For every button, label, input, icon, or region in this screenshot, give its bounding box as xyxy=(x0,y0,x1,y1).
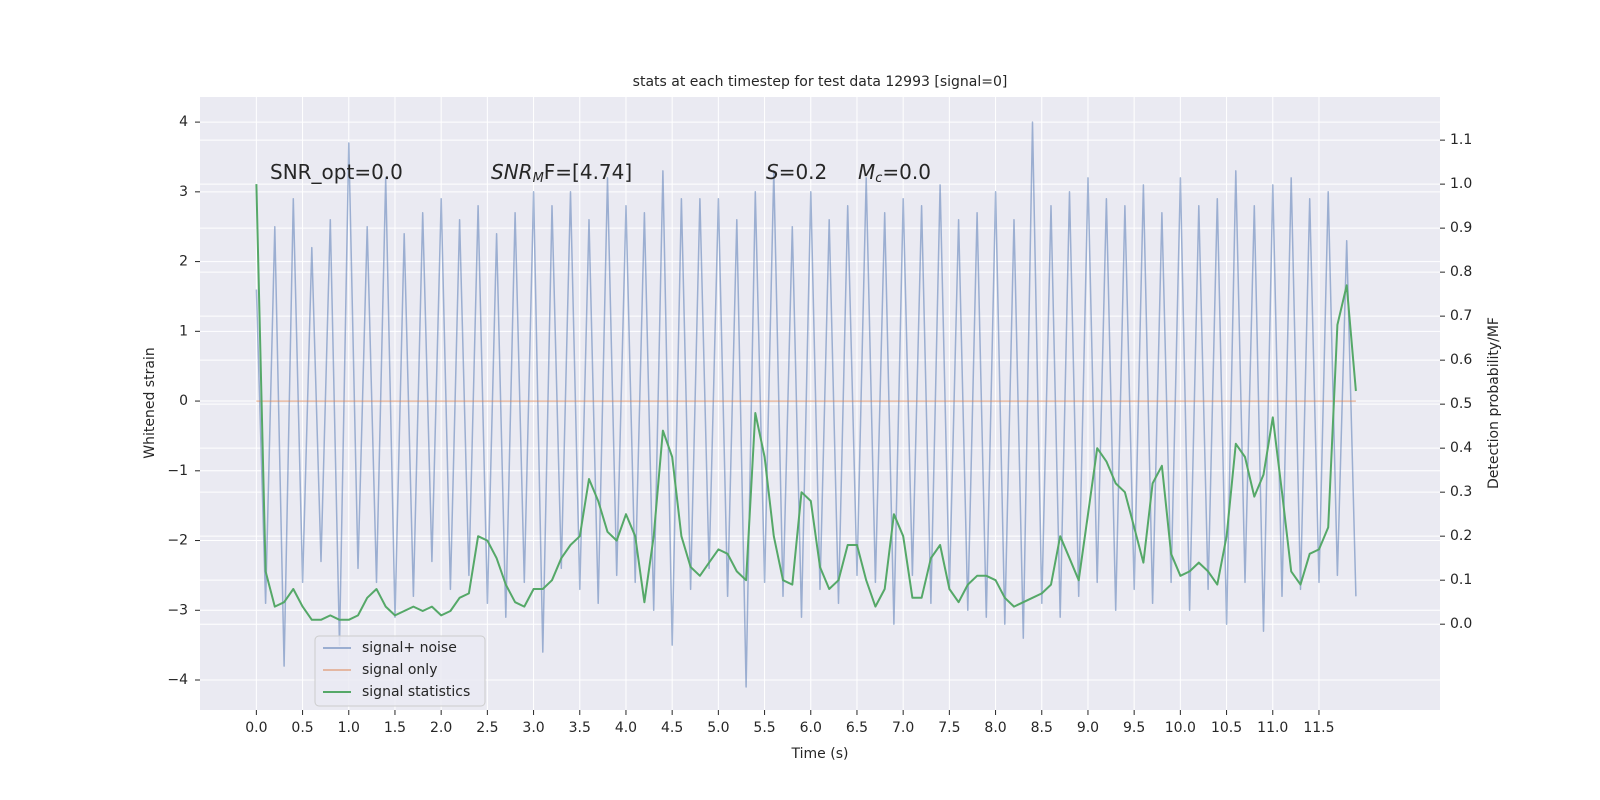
annotations: SNR_opt=0.0 SNRMF=[4.74] S=0.2 Mc=0.0 xyxy=(270,160,931,186)
annotation: Mc=0.0 xyxy=(858,160,931,186)
legend: signal+ noise signal only signal statistic… xyxy=(314,635,486,707)
annotation-sub: M xyxy=(533,171,544,186)
x-tick-label: 5.5 xyxy=(753,720,775,736)
y2-tick-label: 0.0 xyxy=(1450,616,1472,632)
y2-tick-label: 0.2 xyxy=(1450,528,1472,544)
line-series xyxy=(255,184,1357,621)
y-tick-label: 0 xyxy=(179,393,188,409)
y-tick-label: 2 xyxy=(179,254,188,270)
annotation-rest: F=[4.74] xyxy=(544,160,632,184)
y-tick-label: −3 xyxy=(167,602,188,618)
y-tick-label: −4 xyxy=(167,672,188,688)
x-tick-label: 7.5 xyxy=(938,720,960,736)
y-tick-label: 4 xyxy=(179,114,188,130)
x-tick-label: 6.0 xyxy=(800,720,822,736)
x-tick-label: 3.5 xyxy=(569,720,591,736)
annotation-main: S xyxy=(766,160,779,184)
legend-label: signal statistics xyxy=(362,684,470,700)
x-tick-label: 1.0 xyxy=(338,720,360,736)
x-tick-label: 6.5 xyxy=(846,720,868,736)
x-tick-label: 8.0 xyxy=(984,720,1006,736)
x-tick-label: 11.5 xyxy=(1303,720,1334,736)
y2-tick-label: 0.9 xyxy=(1450,220,1472,236)
y-tick-label: −2 xyxy=(167,533,188,549)
y2-tick-label: 1.0 xyxy=(1450,176,1472,192)
y2-tick-label: 0.6 xyxy=(1450,352,1472,368)
annotation-main: SNR xyxy=(491,160,533,184)
legend-label: signal+ noise xyxy=(362,640,457,656)
annotation: SNRMF=[4.74] xyxy=(491,160,632,186)
x-tick-label: 8.5 xyxy=(1031,720,1053,736)
legend-box xyxy=(314,635,486,707)
x-tick-label: 9.0 xyxy=(1077,720,1099,736)
x-tick-label: 7.0 xyxy=(892,720,914,736)
x-axis-label: Time (s) xyxy=(791,746,849,762)
x-tick-label: 11.0 xyxy=(1257,720,1288,736)
marks xyxy=(255,121,1357,688)
line-series xyxy=(255,121,1357,688)
x-tick-label: 0.5 xyxy=(291,720,313,736)
x-tick-label: 9.5 xyxy=(1123,720,1145,736)
annotation-main: SNR_opt=0.0 xyxy=(270,160,403,184)
x-tick-label: 4.0 xyxy=(615,720,637,736)
y2-axis-label: Detection probability/MF xyxy=(1486,317,1502,489)
chart-title: stats at each timestep for test data 129… xyxy=(633,74,1008,90)
y-tick-label: 1 xyxy=(179,323,188,339)
annotation-rest: =0.2 xyxy=(779,160,828,184)
y2-tick-label: 1.1 xyxy=(1450,132,1472,148)
x-tick-label: 10.5 xyxy=(1211,720,1242,736)
annotation: SNR_opt=0.0 xyxy=(270,160,403,184)
y-tick-label: 3 xyxy=(179,184,188,200)
x-tick-label: 10.0 xyxy=(1165,720,1196,736)
y-tick-label: −1 xyxy=(167,463,188,479)
x-tick-label: 2.0 xyxy=(430,720,452,736)
x-tick-label: 1.5 xyxy=(384,720,406,736)
annotation-sub: c xyxy=(875,171,882,186)
y2-tick-label: 0.4 xyxy=(1450,440,1472,456)
annotation-rest: =0.0 xyxy=(882,160,931,184)
x-tick-label: 3.0 xyxy=(522,720,544,736)
y2-tick-label: 0.7 xyxy=(1450,308,1472,324)
y2-tick-label: 0.3 xyxy=(1450,484,1472,500)
y2-tick-label: 0.8 xyxy=(1450,264,1472,280)
plot-area xyxy=(200,97,1440,710)
x-tick-label: 5.0 xyxy=(707,720,729,736)
x-tick-label: 4.5 xyxy=(661,720,683,736)
legend-label: signal only xyxy=(362,662,437,678)
y2-tick-label: 0.1 xyxy=(1450,572,1472,588)
annotation-main: M xyxy=(858,160,875,184)
y-axis-label: Whitened strain xyxy=(142,347,158,458)
x-tick-label: 2.5 xyxy=(476,720,498,736)
annotation: S=0.2 xyxy=(766,160,827,184)
x-tick-label: 0.0 xyxy=(245,720,267,736)
y2-tick-label: 0.5 xyxy=(1450,396,1472,412)
